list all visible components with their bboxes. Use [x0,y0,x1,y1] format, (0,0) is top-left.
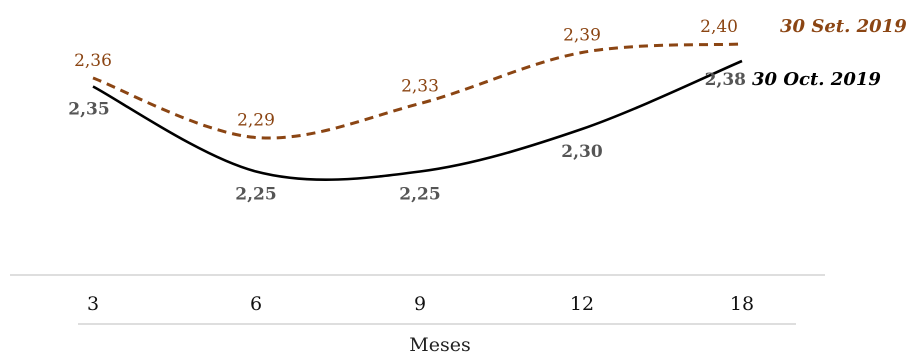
series-layer: 2,36 2,29 2,33 2,39 2,40 30 Set. 2019 2,35 2,25… [68,16,907,205]
data-label: 2,33 [401,77,439,97]
data-label: 2,39 [563,26,601,46]
data-label: 2,29 [237,111,275,131]
data-label: 2,25 [399,185,440,205]
x-tick-label: 9 [414,293,426,315]
series-name-label: 30 Oct. 2019 [752,69,881,90]
data-label: 2,40 [700,17,738,37]
x-tick-label: 12 [570,293,594,315]
series-line-2 [92,59,743,181]
data-label: 2,25 [235,185,276,205]
data-label: 2,38 [705,70,746,90]
series-line-1 [92,42,743,140]
x-tick-label: 3 [87,293,99,315]
x-tick-label: 18 [730,293,754,315]
x-tick-labels: 3 6 9 12 18 [87,293,754,315]
x-axis-title: Meses [409,334,470,356]
data-label: 2,36 [74,51,112,71]
data-label: 2,30 [561,142,603,162]
data-label: 2,35 [68,100,109,120]
x-tick-label: 6 [250,293,262,315]
series-name-label: 30 Set. 2019 [780,16,907,37]
